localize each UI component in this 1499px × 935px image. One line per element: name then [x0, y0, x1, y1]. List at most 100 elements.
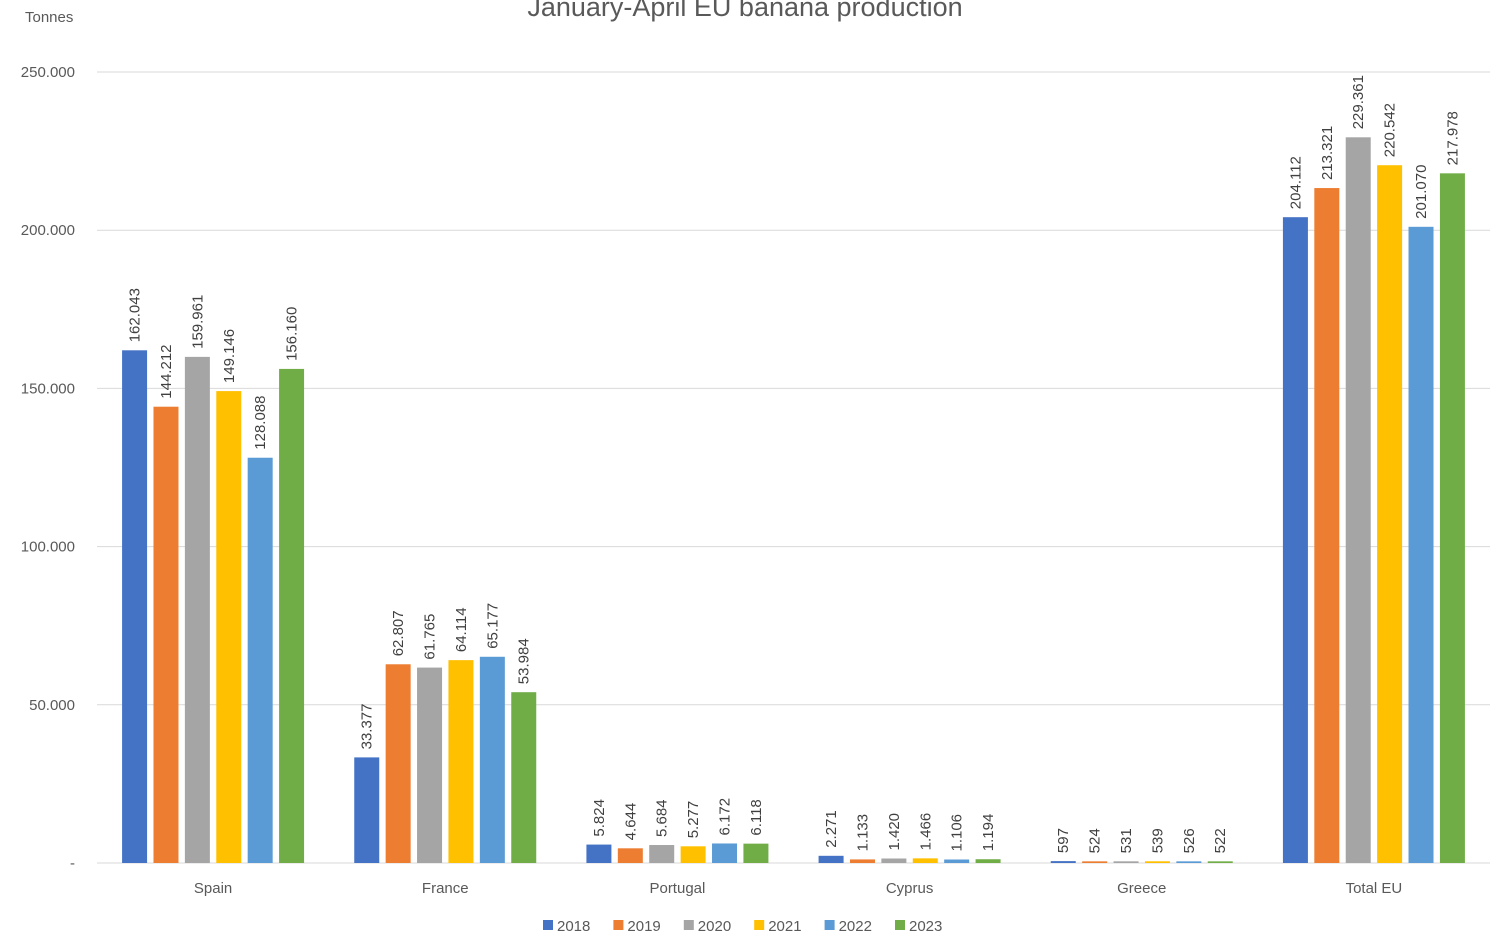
- data-label-france-2022: 65.177: [484, 603, 501, 649]
- bar-france-2022: [479, 656, 505, 863]
- legend-label-2023: 2023: [909, 918, 942, 935]
- data-label-greece-2020: 531: [1118, 828, 1135, 853]
- bar-france-2020: [417, 667, 443, 863]
- data-label-total-eu-2019: 213.321: [1319, 126, 1336, 180]
- legend-swatch-2021: [754, 920, 765, 930]
- y-tick-label: 250.000: [21, 64, 75, 81]
- bar-portugal-2019: [617, 848, 643, 863]
- bar-portugal-2022: [712, 843, 738, 863]
- data-label-spain-2019: 144.212: [158, 344, 175, 398]
- data-label-cyprus-2021: 1.466: [917, 813, 934, 851]
- data-label-france-2021: 64.114: [453, 607, 470, 652]
- legend-label-2022: 2022: [839, 918, 872, 935]
- legend-label-2018: 2018: [557, 918, 590, 935]
- bar-greece-2018: [1050, 861, 1076, 863]
- bar-france-2019: [385, 664, 411, 863]
- legend-swatch-2022: [824, 920, 835, 930]
- bar-spain-2018: [122, 350, 148, 863]
- data-label-total-eu-2022: 201.070: [1413, 165, 1430, 219]
- bar-cyprus-2018: [818, 855, 844, 863]
- data-label-greece-2021: 539: [1149, 828, 1166, 853]
- y-tick-label: 150.000: [21, 380, 75, 397]
- bar-greece-2019: [1082, 861, 1108, 863]
- category-label-spain: Spain: [194, 880, 232, 897]
- data-label-france-2018: 33.377: [359, 704, 376, 750]
- data-label-cyprus-2023: 1.194: [980, 814, 997, 852]
- data-label-france-2020: 61.765: [422, 614, 439, 660]
- x-axis-categories: Spain France Portugal Cyprus Greece Total EU: [194, 880, 1402, 897]
- bar-total-eu-2021: [1377, 165, 1403, 863]
- bar-portugal-2021: [680, 846, 706, 863]
- data-label-spain-2021: 149.146: [221, 329, 238, 383]
- category-label-france: France: [422, 880, 469, 897]
- legend-label-2020: 2020: [698, 918, 731, 935]
- y-axis-ticks: - 50.000 100.000 150.000 200.000 250.000: [21, 64, 75, 872]
- bar-spain-2020: [184, 356, 210, 863]
- data-label-spain-2020: 159.961: [189, 295, 206, 349]
- bar-cyprus-2023: [975, 859, 1001, 863]
- data-label-cyprus-2018: 2.271: [823, 810, 840, 848]
- data-label-spain-2022: 128.088: [252, 395, 269, 449]
- legend-swatch-2020: [683, 920, 694, 930]
- bar-total-eu-2022: [1408, 226, 1434, 863]
- gridlines: [97, 71, 1490, 864]
- bar-cyprus-2022: [944, 859, 970, 863]
- data-label-france-2023: 53.984: [516, 638, 533, 684]
- bar-france-2023: [511, 692, 537, 863]
- data-labels: 162.043 144.212 159.961 149.146 128.088 156.1…: [127, 75, 1462, 853]
- bar-greece-2023: [1207, 861, 1233, 863]
- data-label-spain-2018: 162.043: [127, 288, 144, 342]
- bar-france-2018: [354, 757, 380, 863]
- chart-title: January-April EU banana production: [527, 0, 962, 22]
- bar-portugal-2018: [586, 844, 612, 863]
- bar-spain-2023: [279, 368, 305, 863]
- data-label-total-eu-2023: 217.978: [1444, 111, 1461, 165]
- bar-greece-2021: [1144, 861, 1170, 863]
- bar-greece-2022: [1176, 861, 1202, 863]
- bar-total-eu-2019: [1314, 188, 1340, 864]
- legend: 2018 2019 2020 2021 2022 2023: [543, 918, 942, 935]
- data-label-greece-2023: 522: [1212, 828, 1229, 853]
- data-label-france-2019: 62.807: [390, 610, 407, 656]
- bar-total-eu-2018: [1282, 217, 1308, 863]
- bar-cyprus-2020: [881, 858, 907, 863]
- bar-portugal-2020: [649, 845, 675, 863]
- legend-label-2019: 2019: [627, 918, 660, 935]
- data-label-cyprus-2020: 1.420: [886, 813, 903, 851]
- bar-total-eu-2023: [1439, 173, 1465, 863]
- bars: [122, 137, 1465, 864]
- data-label-greece-2022: 526: [1181, 828, 1198, 853]
- data-label-greece-2018: 597: [1055, 828, 1072, 853]
- category-label-cyprus: Cyprus: [886, 880, 934, 897]
- data-label-portugal-2021: 5.277: [685, 801, 702, 839]
- data-label-greece-2019: 524: [1087, 828, 1104, 853]
- y-tick-label: 50.000: [29, 697, 75, 714]
- category-label-portugal: Portugal: [649, 880, 705, 897]
- y-tick-label: -: [70, 855, 75, 872]
- y-axis-unit-label: Tonnes: [25, 9, 73, 26]
- y-tick-label: 100.000: [21, 539, 75, 556]
- data-label-portugal-2019: 4.644: [622, 803, 639, 841]
- data-label-total-eu-2020: 229.361: [1350, 75, 1367, 129]
- data-label-portugal-2022: 6.172: [717, 798, 734, 836]
- legend-label-2021: 2021: [768, 918, 801, 935]
- legend-swatch-2023: [895, 920, 905, 930]
- legend-swatch-2019: [613, 920, 624, 930]
- y-tick-label: 200.000: [21, 222, 75, 239]
- bar-cyprus-2019: [849, 859, 875, 863]
- category-label-greece: Greece: [1117, 880, 1166, 897]
- data-label-spain-2023: 156.160: [284, 307, 301, 361]
- data-label-cyprus-2019: 1.133: [854, 814, 871, 852]
- bar-france-2021: [448, 660, 474, 863]
- data-label-portugal-2023: 6.118: [748, 799, 765, 835]
- category-label-total-eu: Total EU: [1346, 880, 1403, 897]
- bar-greece-2020: [1113, 861, 1139, 863]
- data-label-total-eu-2021: 220.542: [1382, 103, 1399, 157]
- bar-cyprus-2021: [912, 858, 938, 863]
- bar-total-eu-2020: [1345, 137, 1371, 864]
- data-label-cyprus-2022: 1.106: [949, 814, 966, 852]
- bar-portugal-2023: [743, 843, 769, 863]
- bar-spain-2021: [216, 391, 242, 863]
- data-label-portugal-2020: 5.684: [654, 799, 671, 837]
